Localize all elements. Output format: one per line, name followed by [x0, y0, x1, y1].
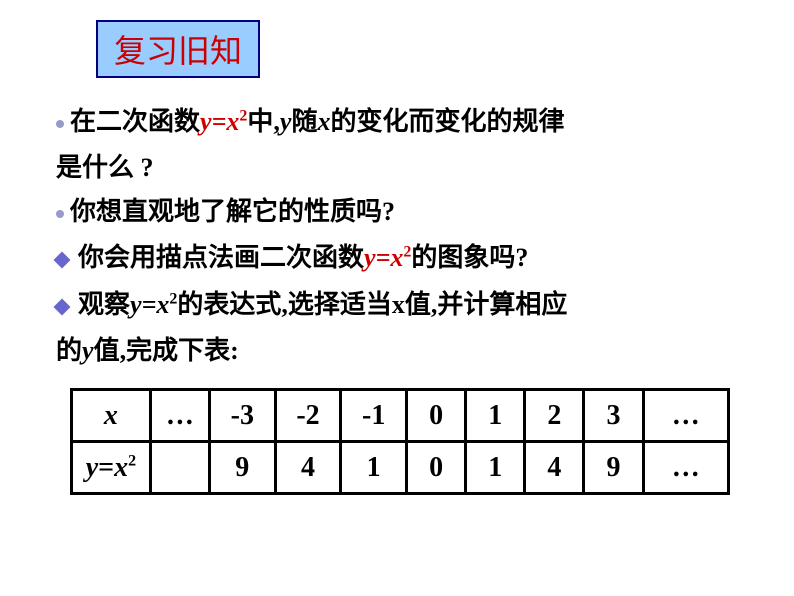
math-y: y: [280, 107, 292, 136]
cell: …: [643, 442, 728, 494]
text: 是什么 ?: [56, 153, 154, 182]
bullet-diamond-icon: [56, 238, 72, 282]
cell: 0: [407, 442, 466, 494]
text: 你会用描点法画二次函数: [78, 243, 364, 272]
cell: …: [150, 390, 209, 442]
cell-header-x: x: [72, 390, 151, 442]
data-table: x … -3 -2 -1 0 1 2 3 … y=x2 9 4 1 0 1 4 …: [70, 388, 730, 495]
cell: 2: [525, 390, 584, 442]
math-x: x: [390, 243, 403, 272]
cell: 9: [209, 442, 275, 494]
math-x: x: [317, 107, 330, 136]
text: 中,: [247, 107, 280, 136]
text: 的图象吗?: [411, 243, 528, 272]
cell: 1: [341, 442, 407, 494]
math-x: x: [156, 290, 169, 319]
text: 随: [291, 107, 317, 136]
cell-header-yx2: y=x2: [72, 442, 151, 494]
line-1: 在二次函数y=x2中,y随x的变化而变化的规律: [56, 100, 746, 146]
line-4: 观察y=x2的表达式,选择适当x值,并计算相应: [56, 283, 746, 329]
text: 值,完成下表:: [94, 336, 239, 365]
x: x: [114, 452, 128, 483]
bullet-diamond-icon: [56, 285, 72, 329]
math-x: x: [392, 290, 405, 319]
table-row: x … -3 -2 -1 0 1 2 3 …: [72, 390, 729, 442]
math-y: y: [200, 107, 212, 136]
math-y: y: [82, 336, 94, 365]
math-eq: =: [376, 243, 391, 272]
cell: [150, 442, 209, 494]
table-row: y=x2 9 4 1 0 1 4 9 …: [72, 442, 729, 494]
content-block: 在二次函数y=x2中,y随x的变化而变化的规律 是什么 ? 你想直观地了解它的性…: [56, 100, 746, 373]
cell: 0: [407, 390, 466, 442]
math-y: y: [364, 243, 376, 272]
sup: 2: [128, 452, 136, 469]
text: 观察: [78, 290, 130, 319]
title-box: 复习旧知: [96, 20, 260, 78]
line-1b: 是什么 ?: [56, 146, 746, 190]
cell: -2: [275, 390, 341, 442]
text: 的表达式,选择适当: [177, 290, 392, 319]
line-4b: 的y值,完成下表:: [56, 329, 746, 373]
cell: …: [643, 390, 728, 442]
title-text: 复习旧知: [114, 33, 242, 69]
cell: 9: [584, 442, 643, 494]
math-y: y: [130, 290, 142, 319]
text: 的: [56, 336, 82, 365]
cell: 1: [466, 442, 525, 494]
text: 你想直观地了解它的性质吗?: [70, 197, 395, 226]
math-eq: =: [142, 290, 157, 319]
line-3: 你会用描点法画二次函数y=x2的图象吗?: [56, 236, 746, 282]
cell: 4: [525, 442, 584, 494]
cell: -3: [209, 390, 275, 442]
y: y: [86, 452, 98, 483]
math-x: x: [226, 107, 239, 136]
eq: =: [98, 452, 114, 483]
cell: -1: [341, 390, 407, 442]
text: 值,并计算相应: [405, 290, 568, 319]
math-eq: =: [212, 107, 227, 136]
bullet-circle-icon: [56, 192, 64, 236]
bullet-circle-icon: [56, 102, 64, 146]
text: 的变化而变化的规律: [330, 107, 564, 136]
cell: 1: [466, 390, 525, 442]
line-2: 你想直观地了解它的性质吗?: [56, 190, 746, 236]
cell: 3: [584, 390, 643, 442]
text: 在二次函数: [70, 107, 200, 136]
cell: 4: [275, 442, 341, 494]
